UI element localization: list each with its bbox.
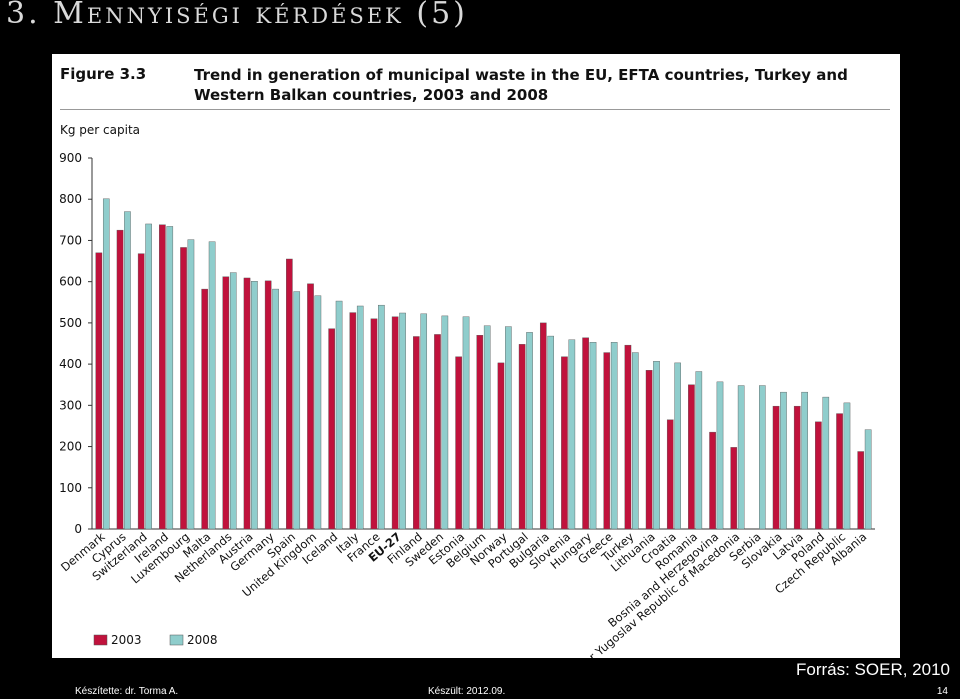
bar-2003 [582, 337, 589, 530]
bar-2008 [272, 288, 279, 530]
bar-2003 [264, 280, 272, 530]
bar-2008 [399, 312, 406, 530]
bar-2003 [666, 419, 674, 530]
legend-swatch-2008 [169, 634, 184, 646]
figure-caption: Trend in generation of municipal waste i… [194, 66, 848, 104]
source-note: Forrás: SOER, 2010 [795, 660, 950, 679]
bar-2003 [836, 413, 843, 530]
bar-2003 [603, 352, 611, 530]
bar-2003 [476, 335, 484, 530]
bar-2003 [222, 276, 230, 530]
y-tick-label: 700 [59, 233, 82, 247]
header-divider [60, 109, 890, 110]
figure-label: Figure 3.3 [60, 65, 147, 83]
bar-2008 [187, 239, 195, 530]
bar-2008 [420, 313, 428, 530]
bar-2003 [688, 384, 695, 530]
bar-2003 [328, 328, 335, 530]
page-number: 14 [936, 686, 948, 697]
bar-2003 [286, 258, 293, 530]
y-tick-label: 500 [59, 316, 82, 330]
bar-2008 [737, 385, 745, 530]
bar-2008 [864, 429, 872, 530]
bar-2008 [335, 300, 343, 530]
bar-2003 [815, 421, 822, 530]
bar-2003 [772, 405, 780, 530]
y-axis-label: Kg per capita [60, 123, 141, 137]
bar-2008 [314, 295, 322, 530]
bar-2003 [137, 253, 145, 530]
y-tick-label: 0 [74, 522, 82, 536]
bar-2008 [441, 315, 449, 530]
legend-swatch-2003 [93, 634, 108, 646]
bar-2008 [293, 291, 301, 530]
bar-2003 [391, 316, 399, 530]
bar-2003 [95, 252, 103, 530]
bar-2003 [201, 288, 208, 530]
footer-date: Készült: 2012.09. [428, 686, 506, 697]
bar-2008 [780, 391, 787, 530]
y-tick-label: 300 [59, 398, 82, 412]
y-tick-label: 900 [59, 151, 82, 165]
bar-2008 [526, 332, 533, 530]
bar-2003 [645, 370, 653, 530]
legend-label: 2003 [111, 633, 142, 647]
bar-2008 [229, 272, 237, 530]
bar-2008 [102, 198, 110, 530]
bar-2008 [166, 226, 174, 530]
y-tick-label: 600 [59, 275, 82, 289]
y-tick-label: 100 [59, 481, 82, 495]
bar-2008 [462, 316, 470, 530]
y-tick-label: 800 [59, 192, 82, 206]
footer-author: Készítette: dr. Torma A. [75, 686, 179, 697]
bar-2008 [653, 361, 660, 530]
bar-2008 [716, 381, 724, 530]
bar-2003 [434, 334, 441, 530]
bar-2003 [180, 247, 187, 530]
bar-2008 [208, 241, 216, 530]
bar-2008 [589, 342, 597, 530]
bar-2003 [624, 344, 632, 530]
bar-2008 [843, 402, 851, 530]
bar-2008 [505, 326, 512, 530]
bar-2003 [307, 283, 314, 530]
bar-2003 [857, 451, 865, 530]
bar-2003 [243, 277, 251, 530]
bar-2008 [632, 352, 639, 530]
bar-2008 [695, 371, 703, 530]
bar-2003 [370, 318, 378, 530]
bar-2003 [349, 312, 357, 530]
bar-2003 [561, 356, 568, 530]
figure-panel: Figure 3.3 Trend in generation of munici… [52, 54, 900, 658]
bar-2003 [730, 447, 738, 530]
bar-2003 [497, 362, 505, 530]
slide-title: 3. Mennyiségi kérdések (5) [6, 0, 468, 31]
bar-2008 [251, 281, 258, 530]
bar-2008 [124, 211, 131, 530]
bar-2008 [568, 339, 576, 530]
y-tick-label: 400 [59, 357, 82, 371]
legend-label: 2008 [187, 633, 218, 647]
bar-2008 [801, 391, 808, 530]
bar-2003 [709, 431, 716, 530]
bar-2008 [547, 335, 554, 530]
bar-2008 [378, 304, 385, 530]
bar-2008 [483, 325, 491, 530]
bar-chart: 0100200300400500600700800900DenmarkCypru… [58, 151, 875, 658]
bar-2008 [356, 305, 364, 530]
bar-2003 [413, 336, 420, 530]
bar-2008 [674, 362, 681, 530]
bar-2003 [793, 405, 801, 530]
bar-2003 [455, 356, 462, 530]
bar-2008 [145, 223, 152, 530]
bar-2003 [539, 322, 547, 530]
bar-2008 [610, 342, 618, 530]
bar-2008 [759, 385, 766, 530]
bar-2003 [116, 229, 124, 530]
y-tick-label: 200 [59, 440, 82, 454]
bar-2003 [159, 224, 166, 530]
bar-2008 [822, 396, 830, 530]
bar-2003 [518, 344, 526, 530]
